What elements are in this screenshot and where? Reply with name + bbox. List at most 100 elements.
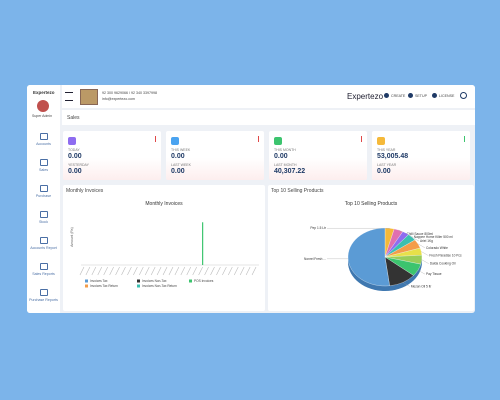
label: THIS MONTH bbox=[274, 148, 296, 152]
sub-value: 0.00 bbox=[171, 168, 185, 175]
label: Accounts Report bbox=[30, 246, 57, 250]
stat-card: THIS WEEK 0.00 LAST WEEK 0.00 bbox=[166, 131, 264, 180]
icon bbox=[384, 93, 389, 98]
sub-label: LAST YEAR bbox=[377, 163, 397, 167]
company-logo bbox=[80, 89, 98, 105]
label: Sales Reports bbox=[32, 272, 55, 276]
trend-arrow bbox=[464, 136, 465, 142]
value: 53,005.48 bbox=[377, 153, 409, 160]
card-icon bbox=[274, 137, 282, 145]
value: 0.00 bbox=[274, 153, 288, 160]
x-tick bbox=[186, 266, 192, 276]
avatar bbox=[37, 100, 49, 112]
legend-label: Invoices Tax bbox=[90, 279, 108, 283]
x-tick bbox=[156, 266, 162, 276]
trend-arrow bbox=[361, 136, 362, 142]
label: Sales bbox=[39, 168, 48, 172]
invoice-panel: Monthly Invoices Monthly Invoices Amount … bbox=[63, 185, 265, 311]
icon bbox=[432, 93, 437, 98]
panel-title: Monthly Invoices bbox=[66, 188, 104, 194]
x-tick bbox=[139, 266, 144, 276]
x-tick bbox=[180, 266, 186, 276]
trend-arrow bbox=[155, 136, 156, 142]
slice-label: Ariel 1Kg bbox=[420, 239, 433, 243]
x-tick bbox=[162, 266, 168, 276]
slice-label: Nappee Home Killer 500 ml bbox=[414, 235, 453, 239]
leader-line bbox=[421, 251, 429, 256]
x-tick bbox=[85, 266, 91, 276]
x-tick bbox=[228, 266, 233, 276]
leader-line bbox=[417, 270, 426, 275]
leader-line bbox=[402, 282, 410, 287]
chart-title: Monthly Invoices bbox=[145, 201, 183, 207]
label: THIS WEEK bbox=[171, 148, 191, 152]
sub-value: 40,307.22 bbox=[274, 168, 306, 175]
x-tick bbox=[210, 266, 215, 276]
email: info@expertezo.com bbox=[102, 97, 136, 101]
sub-label: LAST WEEK bbox=[171, 163, 191, 167]
label: Purchase Reports bbox=[29, 298, 58, 302]
leader-line bbox=[421, 259, 429, 264]
page-title-bar: Sales bbox=[62, 110, 475, 125]
x-tick bbox=[144, 266, 150, 276]
icon bbox=[39, 289, 48, 296]
stat-card: TODAY 0.00 YESTERDAY 0.00 bbox=[63, 131, 161, 180]
label: Stock bbox=[39, 220, 48, 224]
x-tick bbox=[204, 266, 209, 276]
header-button[interactable]: CREATE bbox=[384, 92, 406, 100]
x-tick bbox=[251, 266, 257, 276]
slice-label: Mezan Oil 5 ltr bbox=[411, 284, 432, 288]
slice-label: Nonrel Fresh ... bbox=[304, 257, 326, 261]
logo: Expertezo bbox=[33, 90, 55, 95]
icon bbox=[39, 211, 48, 218]
sidebar-item[interactable]: Purchase bbox=[27, 185, 60, 198]
x-tick bbox=[109, 266, 114, 276]
legend-swatch bbox=[137, 284, 140, 288]
panel-title: Top 10 Selling Products bbox=[271, 188, 324, 194]
sidebar-item[interactable]: Accounts bbox=[27, 133, 60, 146]
sidebar-item[interactable]: Sales Reports bbox=[27, 263, 60, 276]
bar-chart: Monthly Invoices Amount (Rs) Invoices Tax I… bbox=[70, 201, 259, 288]
label: THIS YEAR bbox=[377, 148, 396, 152]
settings-icon bbox=[460, 92, 467, 99]
sidebar-item[interactable]: Purchase Reports bbox=[27, 289, 60, 302]
sub-label: YESTERDAY bbox=[68, 163, 89, 167]
x-tick bbox=[174, 266, 180, 276]
label: LICENSE bbox=[439, 94, 455, 98]
card-icon bbox=[68, 137, 76, 145]
x-tick bbox=[121, 266, 126, 276]
value: 0.00 bbox=[68, 153, 82, 160]
icon bbox=[408, 93, 413, 98]
trend-arrow bbox=[258, 136, 259, 142]
label: CREATE bbox=[391, 94, 406, 98]
icon bbox=[39, 133, 48, 140]
x-tick bbox=[239, 266, 245, 276]
sidebar-item[interactable]: Stock bbox=[27, 211, 60, 224]
phone: 92 300 9629066 / 92 340 3397998 bbox=[102, 91, 157, 95]
legend-swatch bbox=[137, 279, 140, 283]
sidebar-item[interactable]: Sales bbox=[27, 159, 60, 172]
x-tick bbox=[192, 266, 197, 276]
stat-card: THIS MONTH 0.00 LAST MONTH 40,307.22 bbox=[269, 131, 367, 180]
card-icon bbox=[377, 137, 385, 145]
x-tick bbox=[91, 266, 97, 276]
y-axis-label: Amount (Rs) bbox=[70, 227, 74, 247]
sidebar-item[interactable]: Accounts Report bbox=[27, 237, 60, 250]
pie-chart: Top 10 Selling Products Pep 1.5 Ltr Chilli… bbox=[304, 201, 462, 291]
x-tick bbox=[115, 266, 120, 276]
legend-label: Invoices Non-Tax Return bbox=[142, 284, 177, 288]
menu-toggle[interactable] bbox=[65, 92, 73, 101]
label: Accounts bbox=[36, 142, 51, 146]
slice-label: Pay Tissue bbox=[426, 272, 442, 276]
user-name: Super Admin bbox=[32, 114, 53, 118]
page-title: Sales bbox=[67, 115, 80, 121]
legend-swatch bbox=[189, 279, 192, 283]
legend-label: Invoices Non-Tax bbox=[142, 279, 167, 283]
sub-value: 0.00 bbox=[377, 168, 391, 175]
icon bbox=[39, 263, 48, 270]
header-button[interactable]: SETUP bbox=[408, 92, 430, 100]
x-tick bbox=[222, 266, 227, 276]
label: SETUP bbox=[415, 94, 427, 98]
x-tick bbox=[133, 266, 138, 276]
header-button[interactable]: LICENSE bbox=[432, 92, 454, 100]
